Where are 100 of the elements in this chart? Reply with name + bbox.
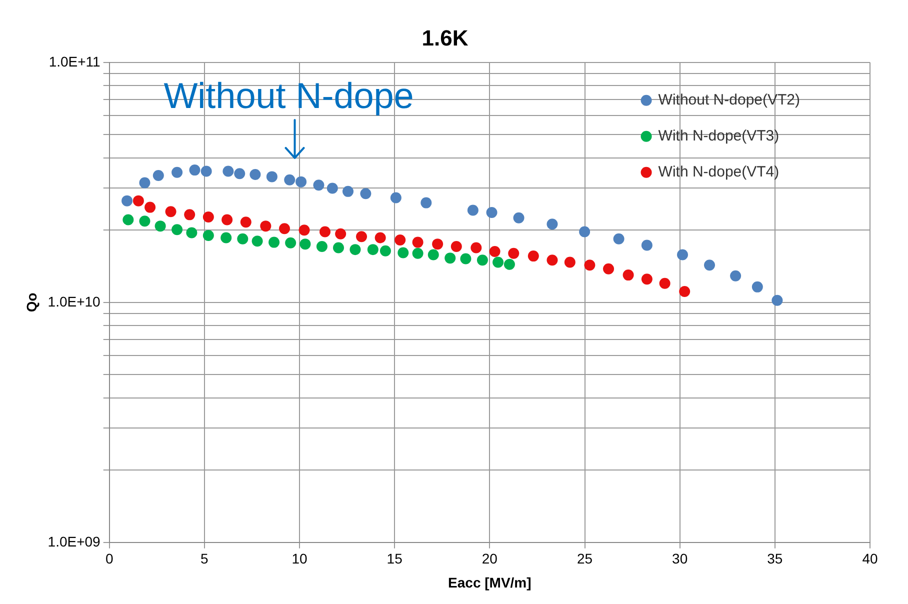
point xyxy=(444,252,456,264)
point xyxy=(579,226,590,238)
point xyxy=(467,204,478,216)
annotation: Without N-dope xyxy=(164,74,414,116)
point xyxy=(266,171,278,182)
point xyxy=(450,240,462,252)
point xyxy=(139,177,150,188)
point xyxy=(679,286,690,298)
point xyxy=(222,166,234,177)
point xyxy=(172,224,183,236)
point xyxy=(313,180,324,191)
point xyxy=(189,164,200,176)
point xyxy=(342,186,354,197)
point xyxy=(298,224,310,236)
point xyxy=(752,281,763,292)
point xyxy=(165,206,176,218)
point xyxy=(260,220,272,232)
point xyxy=(250,169,261,180)
point xyxy=(659,278,670,289)
point xyxy=(152,170,164,181)
point xyxy=(202,211,214,222)
point xyxy=(172,166,183,178)
point xyxy=(504,258,515,270)
point xyxy=(641,274,652,285)
point xyxy=(677,249,688,260)
point xyxy=(486,206,498,218)
point xyxy=(186,227,198,238)
point xyxy=(730,270,742,282)
legend-label: Without N-dope(VT2) xyxy=(658,92,800,109)
point xyxy=(546,218,558,230)
point xyxy=(508,248,520,259)
point xyxy=(202,230,214,241)
point xyxy=(564,256,576,268)
point xyxy=(252,236,263,247)
point xyxy=(316,240,328,252)
point xyxy=(412,248,424,259)
point xyxy=(284,174,296,186)
point xyxy=(704,260,716,271)
legend-label: With N-dope(VT4) xyxy=(658,164,780,181)
legend-label: With N-dope(VT3) xyxy=(658,128,780,145)
point xyxy=(326,182,338,194)
point xyxy=(420,197,432,208)
point xyxy=(278,223,290,234)
point xyxy=(139,216,150,227)
point xyxy=(154,220,166,232)
point xyxy=(584,260,596,271)
point xyxy=(380,245,391,256)
point xyxy=(200,166,212,177)
point xyxy=(335,228,346,240)
point xyxy=(360,188,372,200)
point xyxy=(132,195,144,206)
point xyxy=(350,244,361,256)
point xyxy=(222,214,233,226)
x-tick-label: 15 xyxy=(386,550,403,567)
point xyxy=(367,244,378,256)
x-tick-label: 0 xyxy=(105,550,114,567)
point xyxy=(356,231,368,242)
point xyxy=(432,238,444,250)
point xyxy=(184,209,196,220)
x-tick-label: 30 xyxy=(672,550,688,567)
point xyxy=(428,249,439,260)
point xyxy=(603,263,614,274)
point xyxy=(492,256,504,268)
point xyxy=(528,250,539,262)
point xyxy=(268,236,280,248)
point xyxy=(641,240,652,251)
y-axis-title: Qo xyxy=(23,292,40,312)
point xyxy=(394,234,406,246)
point xyxy=(513,212,524,224)
point xyxy=(772,294,783,306)
chart-title: 1.6K xyxy=(422,25,468,50)
point xyxy=(613,233,624,244)
point xyxy=(319,226,330,238)
point xyxy=(332,242,344,254)
x-axis-title: Eacc [MV/m] xyxy=(448,574,532,590)
x-tick-label: 35 xyxy=(767,550,783,567)
y-tick-label: 1.0E+09 xyxy=(48,533,101,550)
point xyxy=(296,176,307,188)
point xyxy=(412,236,424,248)
x-tick-label: 25 xyxy=(576,550,593,567)
point xyxy=(234,168,246,180)
y-tick-label: 1.0E+10 xyxy=(48,293,101,310)
x-tick-label: 5 xyxy=(200,550,209,567)
point xyxy=(374,232,386,244)
point xyxy=(390,192,402,204)
point xyxy=(460,253,472,264)
point xyxy=(622,270,634,281)
point xyxy=(220,232,232,244)
point xyxy=(489,246,500,257)
point xyxy=(122,195,133,206)
x-tick-label: 20 xyxy=(482,550,498,567)
point xyxy=(546,254,558,266)
point xyxy=(476,254,488,266)
x-tick-label: 40 xyxy=(862,550,878,567)
point xyxy=(300,238,311,250)
point xyxy=(144,202,156,213)
point xyxy=(398,247,409,258)
x-tick-label: 10 xyxy=(292,550,308,567)
point xyxy=(237,233,248,244)
point xyxy=(285,237,296,248)
